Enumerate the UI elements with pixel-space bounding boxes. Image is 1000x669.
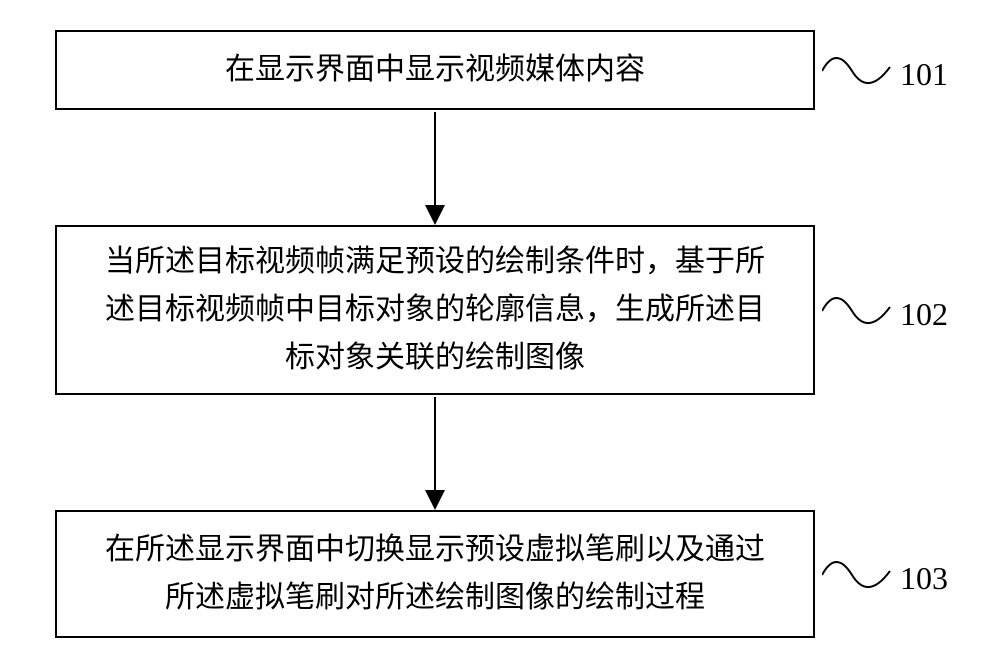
- flow-box-102-text: 当所述目标视频帧满足预设的绘制条件时，基于所 述目标视频帧中目标对象的轮廓信息，…: [105, 238, 765, 382]
- flow-box-101: 在显示界面中显示视频媒体内容: [55, 30, 815, 110]
- flow-box-102: 当所述目标视频帧满足预设的绘制条件时，基于所 述目标视频帧中目标对象的轮廓信息，…: [55, 225, 815, 395]
- step-label-103: 103: [900, 560, 948, 597]
- flow-box-103: 在所述显示界面中切换显示预设虚拟笔刷以及通过 所述虚拟笔刷对所述绘制图像的绘制过…: [55, 510, 815, 638]
- squiggle-102: [822, 293, 892, 329]
- squiggle-101: [822, 53, 892, 89]
- step-label-102: 102: [900, 296, 948, 333]
- flow-box-101-text: 在显示界面中显示视频媒体内容: [225, 46, 645, 94]
- flow-box-103-text: 在所述显示界面中切换显示预设虚拟笔刷以及通过 所述虚拟笔刷对所述绘制图像的绘制过…: [105, 526, 765, 622]
- squiggle-103: [822, 557, 892, 593]
- step-label-101: 101: [900, 56, 948, 93]
